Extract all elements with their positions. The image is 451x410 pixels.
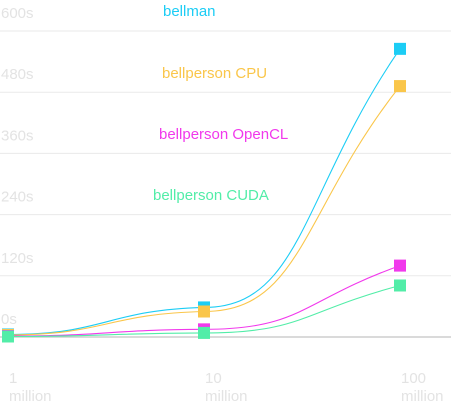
series-markers <box>2 42 406 343</box>
data-point <box>394 80 406 93</box>
series-line <box>7 85 401 336</box>
x-tick-value: 100 <box>401 370 426 387</box>
legend-label: bellperson CPU <box>162 65 267 82</box>
data-point <box>394 42 406 55</box>
x-tick-value: 10 <box>205 370 222 387</box>
series-line <box>7 48 401 335</box>
y-tick-label: 0s <box>1 311 17 328</box>
y-axis-ticks: 600s 480s 360s 240s 120s 0s <box>1 5 34 328</box>
x-tick-unit: million <box>9 388 52 405</box>
legend-label: bellman <box>163 3 216 20</box>
x-tick-value: 1 <box>9 370 17 387</box>
y-tick-label: 120s <box>1 250 34 267</box>
y-tick-label: 480s <box>1 66 34 83</box>
x-tick-unit: million <box>401 388 444 405</box>
x-tick-unit: million <box>205 388 248 405</box>
data-point <box>198 305 210 318</box>
y-tick-label: 600s <box>1 5 34 22</box>
data-point <box>2 330 14 343</box>
y-tick-label: 360s <box>1 127 34 144</box>
legend: bellman bellperson CPU bellperson OpenCL be… <box>153 3 288 204</box>
data-point <box>394 279 406 292</box>
legend-label: bellperson OpenCL <box>159 126 288 143</box>
data-point <box>198 326 210 339</box>
legend-label: bellperson CUDA <box>153 187 269 204</box>
y-tick-label: 240s <box>1 189 34 206</box>
data-point <box>394 259 406 272</box>
gridlines <box>0 30 451 338</box>
